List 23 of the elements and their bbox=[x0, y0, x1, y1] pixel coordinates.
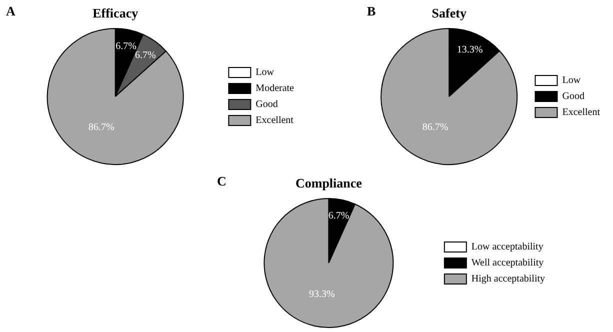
text: A bbox=[6, 3, 16, 18]
data-label: 13.3% bbox=[456, 44, 483, 56]
chart-title: Efficacy bbox=[92, 5, 139, 20]
legend-label: Good bbox=[256, 99, 278, 110]
chart-title: Safety bbox=[432, 5, 467, 20]
data-label: 6.7% bbox=[135, 50, 156, 61]
legend-label: Good bbox=[562, 91, 584, 102]
legend-label: Well acceptability bbox=[471, 258, 544, 269]
legend-label: Low acceptability bbox=[471, 242, 544, 253]
legend-label: Moderate bbox=[256, 83, 295, 94]
text: C bbox=[217, 173, 226, 188]
legend-label: Low bbox=[256, 67, 275, 78]
chart-title: Compliance bbox=[295, 175, 362, 190]
data-label: 6.7% bbox=[116, 41, 136, 52]
data-label: 86.7% bbox=[422, 122, 448, 134]
legend-label: Low bbox=[562, 75, 582, 86]
legend-label: High acceptability bbox=[471, 274, 546, 285]
legend-label: Excellent bbox=[256, 115, 294, 126]
data-label: 6.7% bbox=[328, 210, 350, 222]
legend-label: Excellent bbox=[562, 107, 600, 118]
data-label: 86.7% bbox=[88, 122, 114, 134]
data-label: 93.3% bbox=[309, 289, 335, 300]
text: B bbox=[367, 3, 376, 18]
